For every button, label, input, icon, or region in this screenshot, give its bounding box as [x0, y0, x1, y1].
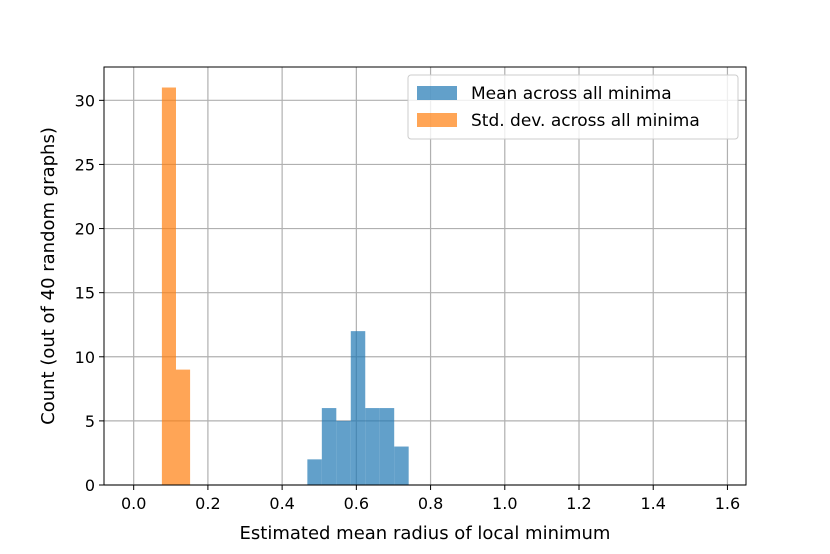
y-axis-ticks: 0 5 10 15 20 25 30	[75, 91, 104, 495]
bar-series-0-bin-2	[336, 420, 351, 485]
x-tick-label-8: 1.6	[715, 494, 740, 513]
x-tick-label-2: 0.4	[269, 494, 294, 513]
legend-swatch-std-dev	[417, 113, 457, 127]
legend-label-mean: Mean across all minima	[471, 84, 672, 104]
x-tick-label-3: 0.6	[344, 494, 369, 513]
x-tick-label-6: 1.2	[566, 494, 591, 513]
bar-series-1-bin-0	[161, 87, 176, 486]
y-tick-label-6: 30	[75, 91, 95, 110]
y-tick-label-3: 15	[75, 284, 95, 303]
legend-swatch-mean	[417, 86, 457, 100]
y-tick-label-2: 10	[75, 348, 95, 367]
x-axis-label: Estimated mean radius of local minimum	[240, 523, 611, 544]
x-tick-label-4: 0.8	[418, 494, 443, 513]
legend-label-std-dev: Std. dev. across all minima	[471, 111, 700, 131]
x-tick-label-7: 1.4	[640, 494, 665, 513]
y-tick-label-1: 5	[85, 412, 95, 431]
bar-series-1-bin-1	[175, 369, 191, 485]
bar-series-0-bin-4	[365, 408, 380, 485]
bar-series-0-bin-1	[321, 408, 337, 485]
x-axis-ticks: 0.0 0.2 0.4 0.6 0.8 1.0 1.2 1.4 1.6	[121, 485, 740, 513]
bar-series-0-bin-3	[350, 331, 366, 485]
x-tick-label-0: 0.0	[121, 494, 146, 513]
y-tick-label-0: 0	[85, 476, 95, 495]
x-tick-label-5: 1.0	[492, 494, 517, 513]
y-tick-label-5: 25	[75, 155, 95, 174]
plot-frame	[103, 66, 747, 486]
x-tick-label-1: 0.2	[195, 494, 220, 513]
bar-series-0-bin-0	[307, 459, 322, 485]
legend: Mean across all minima Std. dev. across …	[407, 74, 739, 140]
bar-series-0-bin-5	[379, 408, 395, 485]
histogram-bars	[161, 87, 409, 486]
bar-series-0-bin-6	[394, 446, 409, 485]
y-axis-label: Count (out of 40 random graphs)	[38, 127, 59, 425]
legend-box	[407, 74, 739, 140]
y-tick-label-4: 20	[75, 220, 95, 239]
